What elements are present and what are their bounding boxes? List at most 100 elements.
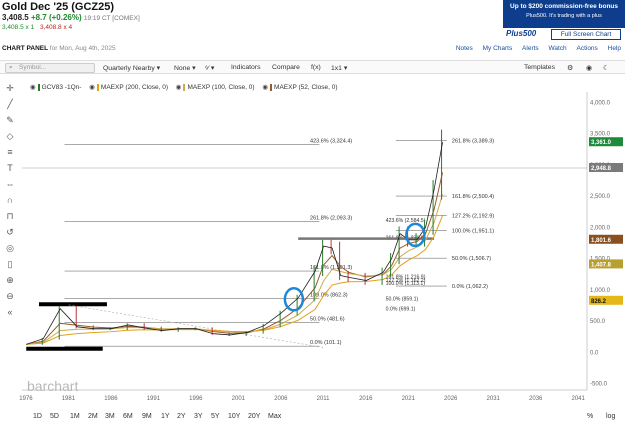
- x-tick-label: 2036: [529, 396, 543, 402]
- fx-button[interactable]: f(x): [311, 64, 321, 71]
- help-link[interactable]: Help: [607, 45, 621, 52]
- measure-icon[interactable]: ⇔: [5, 179, 15, 189]
- zoom-in-icon[interactable]: ⊕: [6, 275, 14, 285]
- x-tick-label: 1981: [62, 396, 76, 402]
- line-tool-icon[interactable]: ╱: [7, 99, 13, 109]
- price-line: 3,408.5 +8.7 (+0.26%) 19:19 CT [COMEX]: [2, 13, 140, 22]
- fibonacci-icon[interactable]: ≡: [7, 147, 13, 157]
- eye-icon[interactable]: ◉: [30, 84, 36, 91]
- y-tick-label: 3,500.0: [590, 132, 611, 138]
- ma52-line: [26, 172, 444, 345]
- range-button-5y[interactable]: 5Y: [211, 413, 220, 420]
- legend-item-ma100[interactable]: ◉ MAEXP (100, Close, 0): [175, 83, 255, 91]
- symbol-placeholder: Symbol...: [19, 64, 47, 71]
- notes-link[interactable]: Notes: [455, 45, 473, 52]
- eye-icon[interactable]: ◎: [6, 243, 14, 253]
- plus500-logo[interactable]: Plus500: [506, 29, 537, 38]
- magnet-icon[interactable]: ∩: [6, 195, 14, 205]
- legend-item-ma52[interactable]: ◉ MAEXP (52, Close, 0): [262, 83, 338, 91]
- my-charts-link[interactable]: My Charts: [482, 45, 513, 52]
- range-button-log[interactable]: log: [606, 413, 616, 420]
- crosshair-icon[interactable]: ✛: [6, 83, 14, 93]
- page-title: Gold Dec '25 (GCZ25): [2, 1, 115, 13]
- zoom-out-icon[interactable]: ⊖: [6, 291, 14, 301]
- fib-label: 100.0% (1,951.1): [452, 228, 494, 234]
- legend-label: MAEXP (52, Close, 0): [274, 84, 338, 91]
- frequency-dropdown[interactable]: Quarterly Nearby ▾: [103, 65, 161, 72]
- y-tick-label: 500.0: [590, 319, 606, 325]
- full-screen-chart-button[interactable]: Full Screen Chart: [551, 29, 621, 40]
- lock-icon[interactable]: ⊓: [6, 211, 14, 221]
- chart-type-dropdown[interactable]: None ▾: [174, 65, 196, 72]
- fib-label: 100.0% (1,113.1): [386, 281, 426, 287]
- fib-label: 261.8% (3,389.3): [452, 138, 494, 144]
- size-button[interactable]: 1x1 ▾: [331, 65, 348, 72]
- chart-type-label: None: [174, 65, 191, 72]
- pencil-icon[interactable]: ✎: [6, 115, 14, 125]
- y-tick-label: 2,500.0: [590, 194, 611, 200]
- range-button-10y[interactable]: 10Y: [228, 413, 241, 420]
- alerts-link[interactable]: Alerts: [522, 45, 539, 52]
- promo-banner[interactable]: Up to $200 commission-free bonus Plus500…: [503, 0, 625, 28]
- y-tick-label: -500.0: [590, 382, 608, 388]
- eye-icon[interactable]: ◉: [262, 84, 269, 91]
- text-tool-icon[interactable]: T: [7, 163, 13, 173]
- price-tag: [589, 137, 623, 147]
- legend-label: MAEXP (100, Close, 0): [187, 84, 255, 91]
- range-button-20y[interactable]: 20Y: [248, 413, 261, 420]
- x-tick-label: 2041: [572, 396, 586, 402]
- indicators-button[interactable]: Indicators: [231, 64, 261, 71]
- range-button-5d[interactable]: 5D: [50, 413, 59, 420]
- fib-label: 161.8% (2,500.4): [452, 194, 494, 200]
- y-tick-label: 2,000.0: [590, 225, 611, 231]
- fib-label: 50.0% (859.1): [386, 297, 419, 303]
- range-button-2m[interactable]: 2M: [88, 413, 98, 420]
- templates-button[interactable]: Templates: [524, 64, 555, 71]
- legend-swatch: [183, 83, 186, 91]
- x-tick-label: 1991: [147, 396, 161, 402]
- range-button-6m[interactable]: 6M: [123, 413, 133, 420]
- symbol-input[interactable]: ⌕ Symbol...: [5, 63, 95, 73]
- range-button-percent[interactable]: %: [587, 413, 594, 420]
- range-button-3m[interactable]: 3M: [105, 413, 115, 420]
- trash-icon[interactable]: ▯: [7, 259, 13, 269]
- legend-label: MAEXP (200, Close, 0): [100, 84, 168, 91]
- price-tag: [589, 295, 623, 305]
- moon-icon[interactable]: ☾: [603, 65, 610, 72]
- last-price: 3,408.5: [2, 13, 29, 22]
- watch-link[interactable]: Watch: [548, 45, 567, 52]
- range-button-9m[interactable]: 9M: [142, 413, 152, 420]
- eye-icon[interactable]: ◉: [89, 84, 95, 91]
- price-chart[interactable]: 4,000.03,500.03,000.02,500.02,000.01,500…: [0, 78, 625, 410]
- barchart-watermark: barchart: [27, 378, 79, 394]
- price-tag-label: 2,948.8: [591, 166, 612, 172]
- x-tick-label: 2011: [317, 396, 331, 402]
- compare-button[interactable]: Compare: [272, 64, 300, 71]
- range-button-2y[interactable]: 2Y: [177, 413, 186, 420]
- actions-link[interactable]: Actions: [576, 45, 598, 52]
- bid-value: 3,408.5 x 1: [2, 24, 35, 31]
- collapse-icon[interactable]: «: [7, 307, 13, 317]
- range-button-1y[interactable]: 1Y: [161, 413, 170, 420]
- drawing-toolbar: ✛ ╱ ✎ ◇ ≡ T ⇔ ∩ ⊓ ↺ ◎ ▯ ⊕ ⊖ «: [0, 80, 20, 410]
- legend-item-price[interactable]: ◉ GCV83 -1Qn-: [30, 83, 81, 91]
- drawing-dropdown[interactable]: ⁶∕ ▾: [205, 65, 215, 72]
- price-tag-label: 826.2: [591, 299, 607, 305]
- legend-item-ma200[interactable]: ◉ MAEXP (200, Close, 0): [89, 83, 168, 91]
- range-button-1m[interactable]: 1M: [70, 413, 80, 420]
- x-tick-label: 2001: [232, 396, 246, 402]
- range-button-max[interactable]: Max: [268, 413, 282, 420]
- chart-panel-date: for Mon, Aug 4th, 2025: [49, 45, 116, 52]
- fib-label: 127.2% (1,162.2): [386, 278, 426, 284]
- gear-icon[interactable]: ⚙: [567, 65, 574, 72]
- camera-icon[interactable]: ◉: [586, 65, 592, 72]
- shapes-icon[interactable]: ◇: [6, 131, 14, 141]
- price-tag-label: 1,801.6: [591, 238, 612, 244]
- eye-icon[interactable]: ◉: [175, 84, 182, 91]
- undo-icon[interactable]: ↺: [6, 227, 14, 237]
- range-button-3y[interactable]: 3Y: [194, 413, 203, 420]
- promo-tagline: Plus500. It's trading with a plus: [526, 13, 602, 19]
- x-tick-label: 2021: [402, 396, 416, 402]
- range-button-1d[interactable]: 1D: [33, 413, 42, 420]
- y-tick-label: 0.0: [590, 350, 599, 356]
